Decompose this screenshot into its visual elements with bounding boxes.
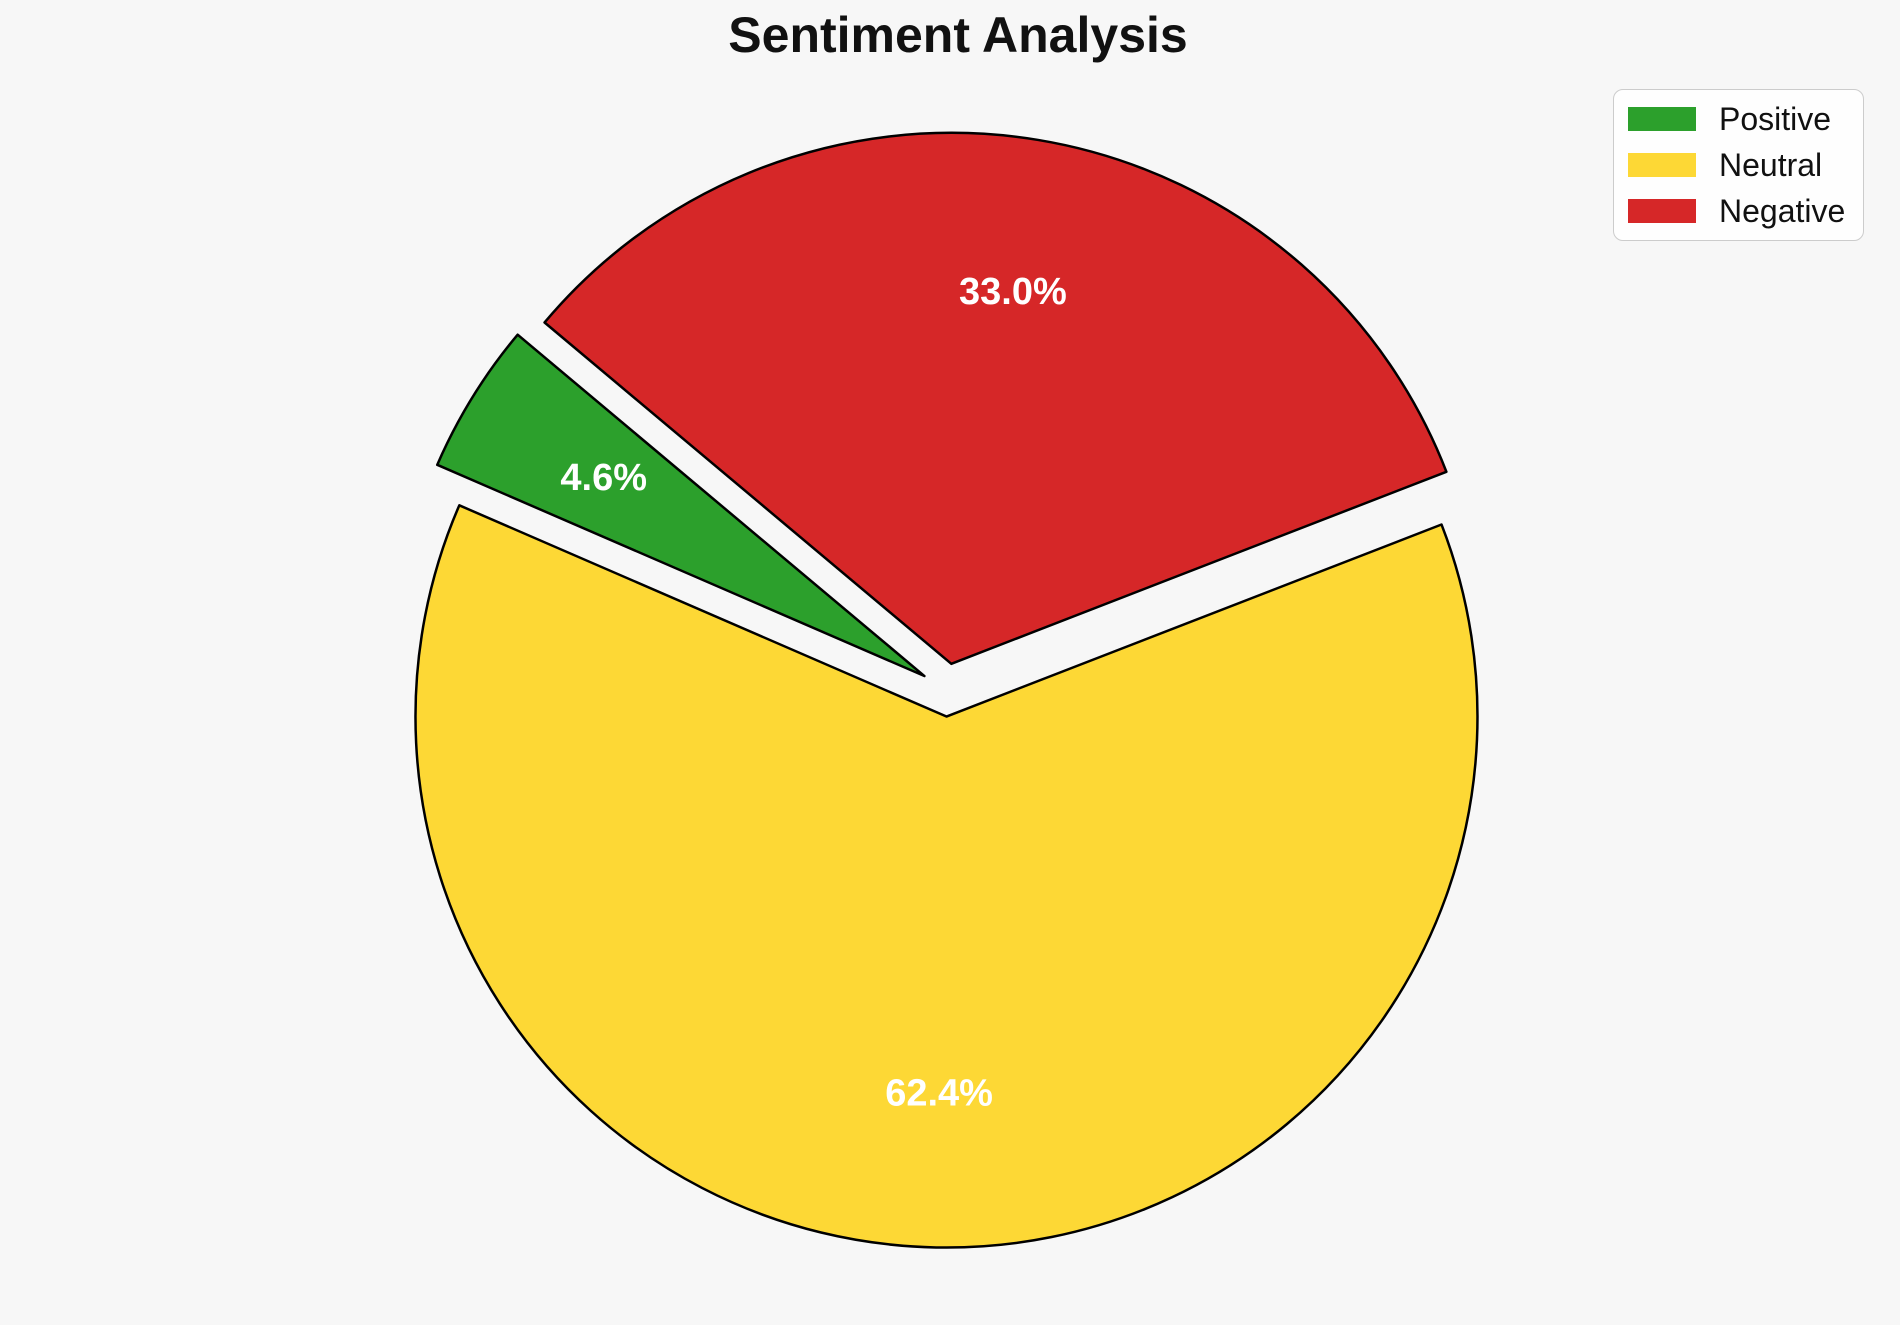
legend-item-positive: Positive — [1628, 103, 1849, 135]
legend-label-negative: Negative — [1719, 193, 1846, 229]
pie-slice-neutral — [414, 504, 1479, 1249]
legend-swatch-negative — [1628, 199, 1696, 223]
pie-slice-negative — [543, 131, 1448, 666]
pie-percent-label-neutral: 62.4% — [885, 1073, 993, 1115]
legend-item-negative: Negative — [1628, 195, 1849, 227]
chart-title: Sentiment Analysis — [728, 7, 1188, 63]
legend-swatch-positive — [1628, 107, 1696, 131]
legend-item-neutral: Neutral — [1628, 149, 1849, 181]
legend: Positive Neutral Negative — [1613, 89, 1864, 241]
pie-slice-positive — [435, 333, 926, 678]
pie-percent-label-positive: 4.6% — [560, 457, 647, 499]
pie-percent-label-negative: 33.0% — [959, 271, 1067, 313]
legend-label-neutral: Neutral — [1719, 147, 1823, 183]
legend-swatch-neutral — [1628, 153, 1696, 177]
legend-label-positive: Positive — [1719, 101, 1832, 137]
